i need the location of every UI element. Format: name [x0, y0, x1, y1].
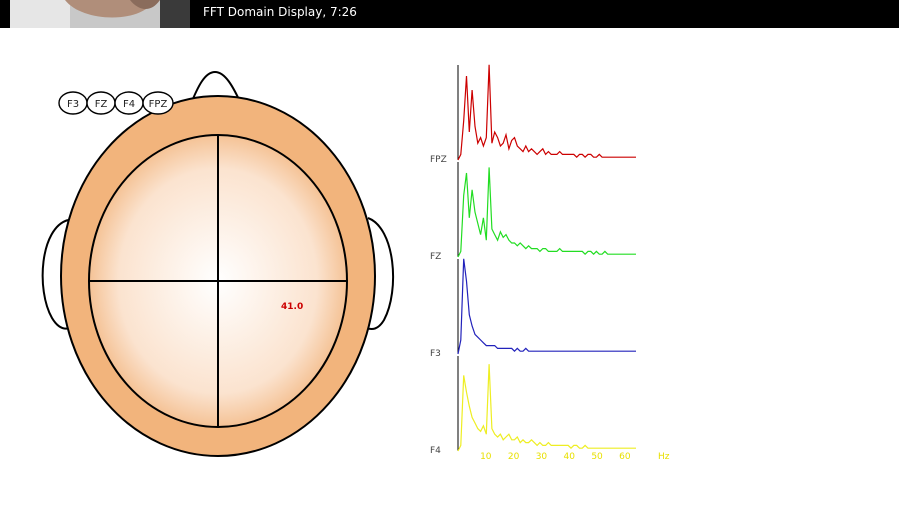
- electrode-label: F3: [67, 99, 79, 110]
- x-tick-label: 20: [508, 452, 520, 462]
- electrode-button-fpz[interactable]: FPZ: [142, 91, 174, 115]
- channel-label-f4: F4: [430, 446, 441, 456]
- electrode-label: FPZ: [149, 99, 168, 110]
- x-tick-label: 60: [619, 452, 631, 462]
- x-tick-label: 50: [591, 452, 603, 462]
- electrode-label: FZ: [95, 99, 108, 110]
- x-axis-unit-label: Hz: [658, 452, 670, 462]
- window-title: FFT Domain Display, 7:26: [203, 5, 357, 19]
- channel-label-f3: F3: [430, 349, 441, 359]
- head-map: 41.0 F3 FZ F4 FPZ: [41, 70, 394, 457]
- spectrum-line-fz: [457, 167, 636, 258]
- face-thumbnail: [10, 0, 190, 28]
- x-tick-label: 10: [480, 452, 492, 462]
- spectrum-line-fpz: [457, 64, 636, 161]
- electrode-label: F4: [123, 99, 135, 110]
- fft-chart: FPZ FZ F3 F4 10 20 30 40 50 60 Hz: [430, 64, 670, 462]
- title-bar: FFT Domain Display, 7:26: [0, 0, 899, 28]
- channel-label-fpz: FPZ: [430, 155, 447, 165]
- electrode-button-f4[interactable]: F4: [114, 91, 144, 115]
- channel-label-fz: FZ: [430, 252, 441, 262]
- electrode-button-fz[interactable]: FZ: [86, 91, 116, 115]
- spectrum-line-f4: [457, 364, 636, 452]
- x-tick-label: 40: [564, 452, 576, 462]
- x-tick-label: 30: [536, 452, 548, 462]
- value-label: 41.0: [281, 302, 303, 312]
- electrode-button-f3[interactable]: F3: [58, 91, 88, 115]
- spectrum-line-f3: [457, 258, 636, 355]
